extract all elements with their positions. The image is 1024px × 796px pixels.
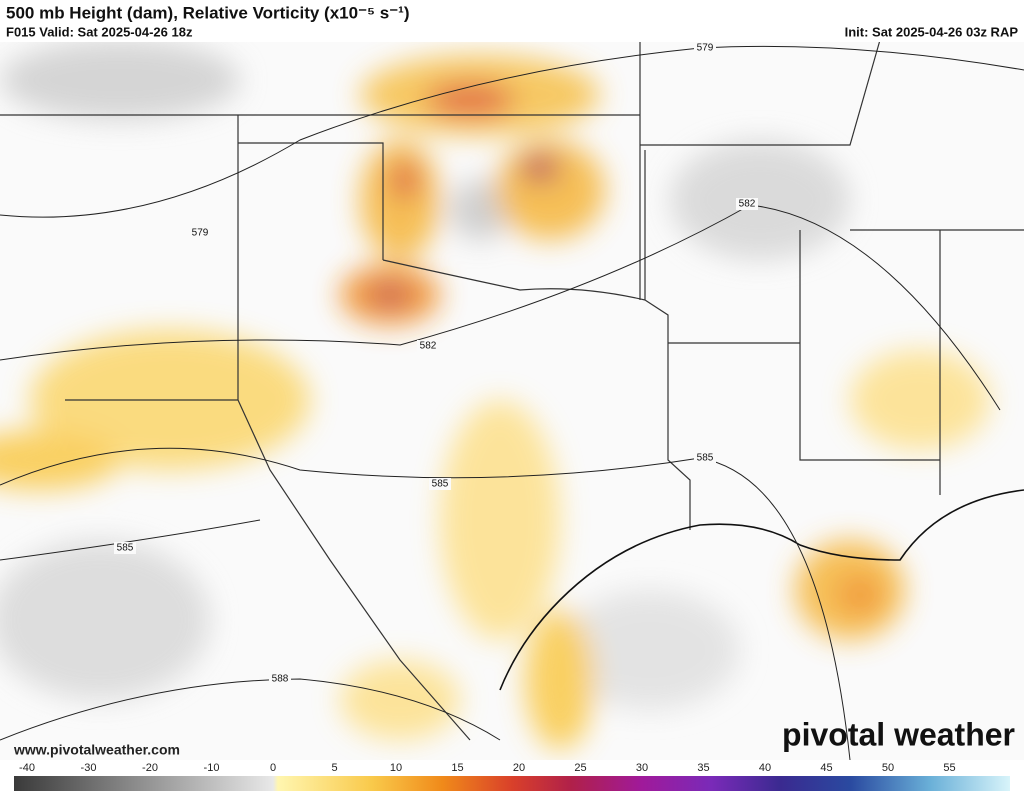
colorbar-tick-label: -10 (204, 762, 220, 774)
colorbar-tick-label: 5 (331, 762, 337, 774)
contour-label-bg (429, 478, 451, 490)
contour-label: 579 (697, 43, 714, 54)
contour-label-bg (417, 340, 439, 352)
colorbar-tick-label: 35 (697, 762, 709, 774)
map-area: 579 579 582 582 585 585 585 588 www.pivotalweat… (0, 39, 1024, 761)
init-time: Init: Sat 2025-04-26 03z RAP (845, 24, 1019, 39)
contour-label: 588 (272, 674, 289, 685)
colorbar-tick-label: 10 (390, 762, 402, 774)
contour-label-bg (694, 452, 716, 464)
contour-label-bg (114, 542, 136, 554)
contour-label-bg (189, 227, 211, 239)
colorbar-tick-label: 45 (820, 762, 832, 774)
colorbar-tick-label: 25 (574, 762, 586, 774)
colorbar (14, 776, 1010, 791)
state-borders (0, 39, 1024, 741)
contour-label: 585 (697, 453, 714, 464)
contour-label: 582 (739, 199, 756, 210)
contour-label-bg (269, 673, 291, 685)
valid-time: F015 Valid: Sat 2025-04-26 18z (6, 24, 193, 39)
contour-label: 582 (420, 341, 437, 352)
colorbar-tick-label: -20 (142, 762, 158, 774)
colorbar-tick-label: 55 (943, 762, 955, 774)
colorbar-tick-label: 50 (882, 762, 894, 774)
logo: pivotal weather (782, 716, 1015, 752)
colorbar-tick-label: 0 (270, 762, 276, 774)
map-title: 500 mb Height (dam), Relative Vorticity … (6, 3, 410, 22)
contour-label-bg (694, 42, 716, 54)
contour-label: 579 (192, 228, 209, 239)
colorbar-tick-label: -30 (81, 762, 97, 774)
contour-label-bg (736, 198, 758, 210)
colorbar-tick-label: 20 (513, 762, 525, 774)
colorbar-tick-label: 15 (451, 762, 463, 774)
colorbar-tick-label: -40 (19, 762, 35, 774)
height-contours (0, 45, 1024, 761)
site-url: www.pivotalweather.com (13, 742, 180, 758)
contour-label: 585 (432, 479, 449, 490)
contour-label: 585 (117, 543, 134, 554)
coastline (499, 489, 1024, 691)
colorbar-tick-label: 30 (636, 762, 648, 774)
colorbar-tick-label: 40 (759, 762, 771, 774)
